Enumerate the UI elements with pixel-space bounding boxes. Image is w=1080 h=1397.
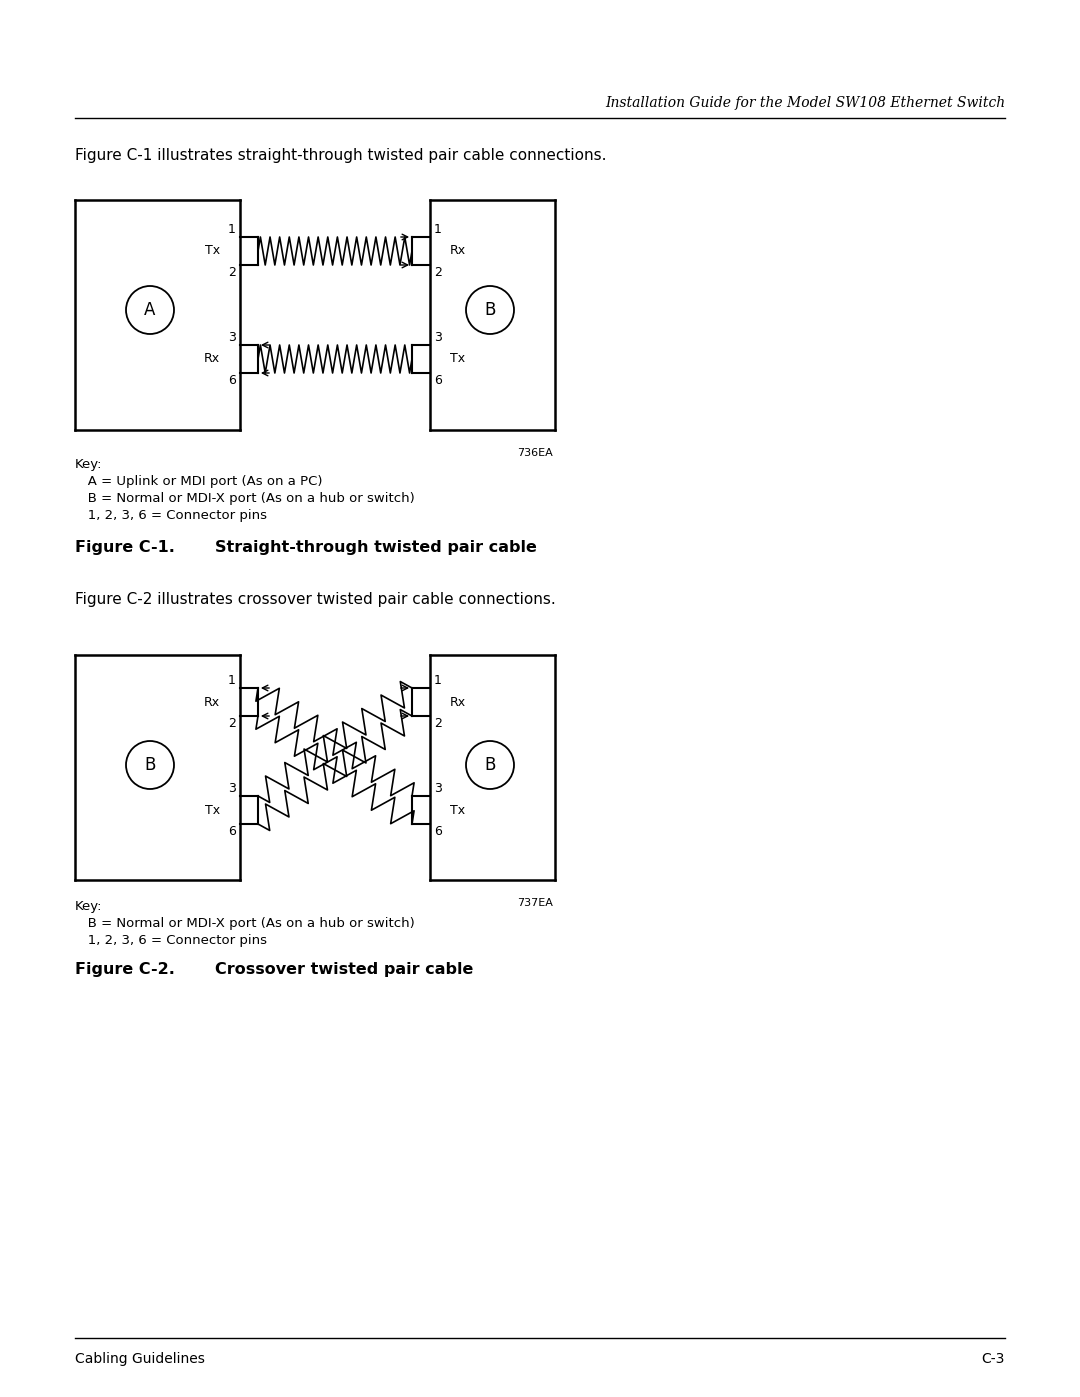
Text: Rx: Rx <box>450 244 467 257</box>
Text: B: B <box>484 300 496 319</box>
Text: Crossover twisted pair cable: Crossover twisted pair cable <box>215 963 473 977</box>
Text: A: A <box>145 300 156 319</box>
Text: Rx: Rx <box>204 352 220 366</box>
Text: 2: 2 <box>434 717 442 731</box>
Text: 3: 3 <box>434 782 442 795</box>
Text: 2: 2 <box>228 265 237 279</box>
Text: Figure C-2 illustrates crossover twisted pair cable connections.: Figure C-2 illustrates crossover twisted… <box>75 592 556 608</box>
Text: 6: 6 <box>434 374 442 387</box>
Text: Key:: Key: <box>75 900 103 914</box>
Text: B = Normal or MDI-X port (As on a hub or switch): B = Normal or MDI-X port (As on a hub or… <box>75 916 415 930</box>
Text: 3: 3 <box>434 331 442 344</box>
Text: Figure C-2.: Figure C-2. <box>75 963 175 977</box>
Text: Tx: Tx <box>450 352 465 366</box>
Text: B: B <box>145 756 156 774</box>
Text: Cabling Guidelines: Cabling Guidelines <box>75 1352 205 1366</box>
Text: Tx: Tx <box>205 244 220 257</box>
Text: Rx: Rx <box>450 696 467 708</box>
Text: 6: 6 <box>228 374 237 387</box>
Text: 1, 2, 3, 6 = Connector pins: 1, 2, 3, 6 = Connector pins <box>75 509 267 522</box>
Text: Straight-through twisted pair cable: Straight-through twisted pair cable <box>215 541 537 555</box>
Text: 6: 6 <box>228 826 237 838</box>
Text: Tx: Tx <box>205 803 220 816</box>
Text: Figure C-1 illustrates straight-through twisted pair cable connections.: Figure C-1 illustrates straight-through … <box>75 148 607 163</box>
Text: 737EA: 737EA <box>517 898 553 908</box>
Text: 1: 1 <box>228 224 237 236</box>
Text: 6: 6 <box>434 826 442 838</box>
Text: 736EA: 736EA <box>517 448 553 458</box>
Text: Figure C-1.: Figure C-1. <box>75 541 175 555</box>
Text: 2: 2 <box>228 717 237 731</box>
Text: 1: 1 <box>228 673 237 687</box>
Text: 3: 3 <box>228 782 237 795</box>
Text: Rx: Rx <box>204 696 220 708</box>
Text: B: B <box>484 756 496 774</box>
Text: 2: 2 <box>434 265 442 279</box>
Text: 1, 2, 3, 6 = Connector pins: 1, 2, 3, 6 = Connector pins <box>75 935 267 947</box>
Text: B = Normal or MDI-X port (As on a hub or switch): B = Normal or MDI-X port (As on a hub or… <box>75 492 415 504</box>
Text: Tx: Tx <box>450 803 465 816</box>
Text: 1: 1 <box>434 224 442 236</box>
Text: C-3: C-3 <box>982 1352 1005 1366</box>
Text: Installation Guide for the Model SW108 Ethernet Switch: Installation Guide for the Model SW108 E… <box>605 96 1005 110</box>
Text: A = Uplink or MDI port (As on a PC): A = Uplink or MDI port (As on a PC) <box>75 475 323 488</box>
Text: Key:: Key: <box>75 458 103 471</box>
Text: 1: 1 <box>434 673 442 687</box>
Text: 3: 3 <box>228 331 237 344</box>
